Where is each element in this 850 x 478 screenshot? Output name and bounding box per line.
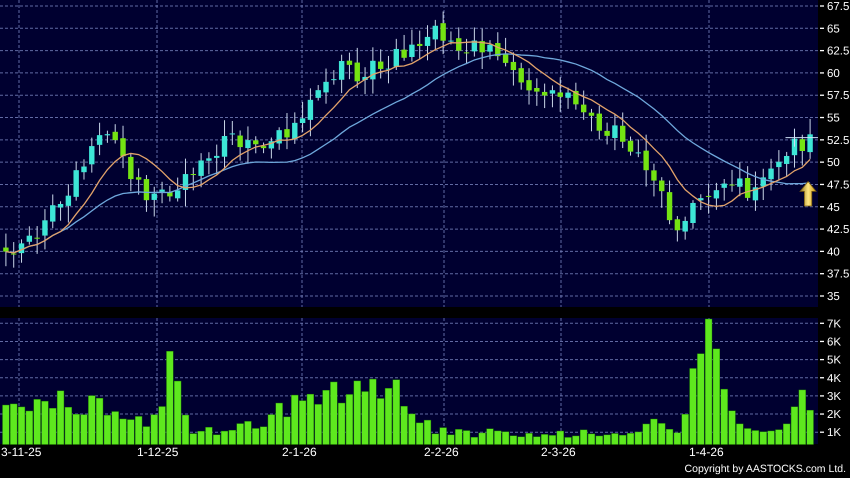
svg-text:5K: 5K bbox=[827, 355, 841, 367]
svg-text:57.5: 57.5 bbox=[827, 90, 849, 102]
svg-text:67.5: 67.5 bbox=[827, 1, 849, 13]
svg-text:60: 60 bbox=[827, 68, 840, 80]
svg-text:52.5: 52.5 bbox=[827, 135, 849, 147]
svg-text:42.5: 42.5 bbox=[827, 224, 849, 236]
svg-text:65: 65 bbox=[827, 23, 840, 35]
svg-text:40: 40 bbox=[827, 246, 840, 258]
svg-text:2-1-26: 2-1-26 bbox=[282, 445, 317, 459]
svg-text:1-4-26: 1-4-26 bbox=[689, 445, 724, 459]
svg-text:50: 50 bbox=[827, 157, 840, 169]
svg-text:2-3-26: 2-3-26 bbox=[541, 445, 576, 459]
svg-text:2-2-26: 2-2-26 bbox=[424, 445, 459, 459]
svg-text:45: 45 bbox=[827, 202, 840, 214]
svg-text:1-12-25: 1-12-25 bbox=[137, 445, 179, 459]
svg-text:4K: 4K bbox=[827, 373, 841, 385]
svg-text:37.5: 37.5 bbox=[827, 269, 849, 281]
svg-text:7K: 7K bbox=[827, 318, 841, 330]
svg-text:62.5: 62.5 bbox=[827, 46, 849, 58]
svg-text:2K: 2K bbox=[827, 409, 841, 421]
svg-text:3-11-25: 3-11-25 bbox=[1, 445, 42, 459]
svg-text:1K: 1K bbox=[827, 427, 841, 439]
svg-text:47.5: 47.5 bbox=[827, 179, 849, 191]
svg-text:3K: 3K bbox=[827, 391, 841, 403]
svg-text:Copyright by AASTOCKS.com Ltd.: Copyright by AASTOCKS.com Ltd. bbox=[685, 463, 846, 475]
svg-text:6K: 6K bbox=[827, 336, 841, 348]
svg-text:35: 35 bbox=[827, 291, 840, 303]
svg-text:55: 55 bbox=[827, 113, 840, 125]
